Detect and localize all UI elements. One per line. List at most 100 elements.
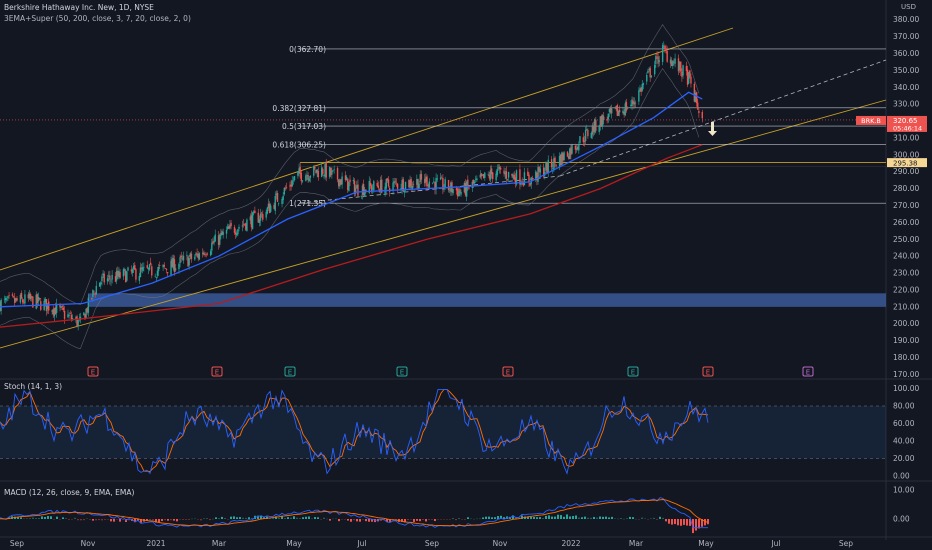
candle-body: [222, 231, 224, 235]
candle-body: [603, 116, 605, 121]
candle-body: [424, 178, 426, 184]
macd-histogram-bar: [236, 517, 238, 519]
macd-histogram-bar: [152, 519, 154, 520]
time-tick-label: 2022: [561, 539, 580, 548]
candle-body: [134, 265, 136, 270]
candle-body: [37, 296, 40, 302]
candle-body: [373, 181, 375, 191]
candle-body: [512, 174, 514, 178]
candle-body: [545, 162, 547, 171]
candle-body: [427, 185, 429, 186]
candle-body: [658, 60, 660, 62]
candle-body: [339, 179, 341, 187]
candle-body: [650, 75, 653, 78]
macd-histogram-bar: [23, 518, 25, 519]
candle-body: [458, 190, 460, 197]
macd-histogram-bar: [599, 516, 601, 519]
macd-line: [0, 497, 708, 529]
candle-body: [459, 188, 461, 193]
macd-histogram-bar: [431, 519, 433, 520]
candle-body: [147, 267, 150, 270]
stoch-tick-label: 80.00: [893, 402, 915, 411]
candle-body: [584, 130, 587, 142]
candle-body: [412, 184, 415, 185]
macd-histogram-bar: [695, 519, 697, 531]
candle-body: [291, 180, 293, 187]
macd-histogram-bar: [467, 517, 469, 519]
fib-label: 1(271.35): [289, 199, 326, 208]
macd-histogram-bar: [344, 519, 346, 520]
ema50-line: [0, 91, 703, 308]
stoch-tick-label: 20.00: [893, 454, 915, 463]
macd-histogram-bar: [80, 519, 82, 521]
candle-body: [646, 74, 648, 82]
time-tick-label: Mar: [629, 539, 644, 548]
chart-title: Berkshire Hathaway Inc. New, 1D, NYSE: [4, 3, 154, 12]
candle-body: [490, 168, 493, 175]
candle-body: [496, 168, 498, 176]
macd-histogram-bar: [221, 516, 223, 519]
candle-body: [259, 213, 262, 221]
macd-histogram-bar: [218, 518, 220, 519]
candle-body: [400, 188, 402, 190]
macd-histogram-bar: [437, 519, 439, 520]
candle-body: [237, 229, 239, 235]
macd-histogram-bar: [347, 519, 349, 521]
macd-histogram-bar: [71, 519, 73, 520]
macd-histogram-bar: [623, 518, 625, 520]
candle-body: [53, 308, 56, 317]
candle-body: [148, 264, 151, 270]
candle-body: [274, 195, 276, 211]
earnings-marker: [87, 366, 99, 377]
candle-body: [631, 99, 633, 106]
candle-body: [352, 179, 355, 181]
macd-histogram-bar: [113, 519, 115, 522]
stoch-tick-label: 100.00: [893, 384, 919, 393]
candle-body: [0, 299, 2, 311]
candle-body: [448, 190, 451, 191]
candle-body: [115, 270, 118, 281]
candle-body: [593, 119, 596, 133]
macd-histogram-bar: [464, 519, 466, 520]
candle-body: [60, 306, 62, 308]
candle-body: [369, 182, 372, 186]
candle-body: [61, 306, 63, 308]
macd-histogram-bar: [536, 517, 538, 519]
candle-body: [100, 282, 102, 285]
macd-histogram-bar: [395, 519, 397, 520]
price-tick-label: 240.00: [893, 252, 919, 261]
candle-body: [31, 296, 33, 298]
macd-histogram-bar: [122, 519, 124, 520]
macd-histogram-bar: [185, 519, 187, 520]
macd-histogram-bar: [512, 515, 514, 519]
macd-histogram-bar: [212, 518, 214, 520]
macd-histogram-bar: [20, 517, 22, 519]
candle-body: [640, 87, 642, 92]
candle-body: [681, 71, 683, 77]
candle-body: [497, 167, 500, 169]
candle-body: [149, 262, 152, 265]
candle-body: [488, 174, 491, 179]
candle-body: [364, 190, 366, 197]
macd-histogram-bar: [575, 515, 577, 519]
candle-body: [561, 152, 563, 166]
candle-body: [591, 125, 594, 135]
candle-body: [297, 171, 299, 176]
candle-body: [143, 266, 145, 268]
indicator-legend[interactable]: 3EMA+Super (50, 200, close, 3, 7, 20, cl…: [4, 14, 191, 23]
price-tick-label: 200.00: [893, 319, 919, 328]
macd-histogram-bar: [353, 519, 355, 521]
candle-body: [77, 319, 79, 327]
earnings-marker-label: E: [806, 369, 810, 377]
macd-histogram-bar: [602, 516, 604, 519]
macd-histogram-bar: [29, 518, 31, 519]
candle-body: [11, 294, 14, 296]
candle-body: [95, 285, 97, 295]
macd-histogram-bar: [698, 519, 700, 529]
fib-label: 0.382(327.81): [272, 104, 326, 113]
candle-body: [387, 179, 390, 187]
macd-histogram-bar: [368, 519, 370, 522]
candle-body: [685, 66, 688, 71]
macd-histogram-bar: [290, 517, 292, 519]
